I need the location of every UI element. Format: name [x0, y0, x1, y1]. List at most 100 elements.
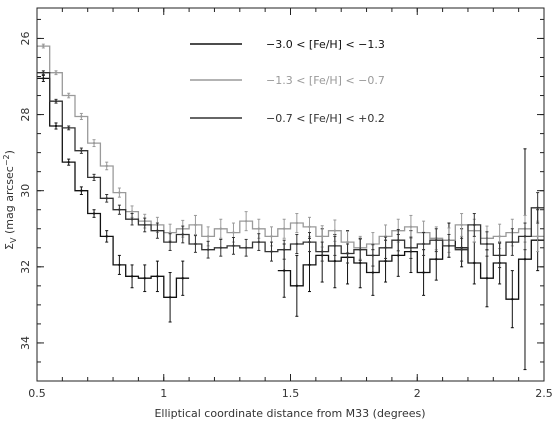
y-axis-label-subscript: V — [9, 237, 18, 243]
data-point — [181, 233, 184, 236]
data-point — [359, 248, 362, 251]
data-point — [67, 94, 70, 97]
data-point — [333, 244, 337, 248]
data-point — [206, 248, 210, 251]
data-point — [156, 275, 159, 278]
x-tick-label: 1 — [160, 387, 167, 400]
data-point — [295, 242, 299, 246]
axis-layer: 0.5 1 1.5 2 2.5 26 28 30 32 34 — [19, 8, 553, 400]
legend-label-3: −0.7 < [Fe/H] < +0.2 — [266, 112, 385, 125]
data-point — [359, 261, 362, 265]
x-tick-label: 2.5 — [535, 387, 553, 400]
data-point — [422, 242, 425, 246]
data-point — [473, 261, 476, 265]
data-point — [409, 225, 413, 229]
data-point — [460, 248, 463, 251]
data-point — [333, 229, 337, 232]
data-point — [54, 71, 58, 74]
data-point — [80, 115, 83, 118]
data-point — [130, 218, 134, 221]
data-point — [460, 223, 463, 227]
y-axis-label-close: ) — [3, 150, 16, 154]
x-tick-label: 1.5 — [282, 387, 300, 400]
data-point — [473, 223, 476, 227]
y-axis-label-text: (mag arcsec — [3, 166, 16, 237]
data-point — [105, 235, 108, 238]
data-point — [105, 164, 108, 168]
data-point — [422, 271, 425, 274]
data-point — [536, 206, 539, 210]
data-point — [54, 100, 58, 103]
data-point — [42, 77, 45, 80]
data-point — [270, 250, 273, 253]
data-point — [118, 191, 121, 194]
data-point — [498, 235, 501, 238]
data-point — [536, 235, 539, 238]
series-layer — [37, 43, 544, 371]
legend-label-1: −3.0 < [Fe/H] < −1.3 — [266, 38, 385, 51]
data-point — [384, 259, 387, 263]
data-point — [523, 235, 527, 238]
data-point — [346, 240, 349, 244]
data-point — [168, 296, 172, 299]
data-point — [244, 246, 248, 249]
data-point — [67, 160, 70, 164]
data-point — [371, 271, 375, 274]
data-point — [295, 221, 299, 225]
data-point — [308, 240, 311, 244]
data-point — [42, 44, 45, 48]
series-3 — [37, 70, 544, 269]
data-point — [80, 149, 83, 152]
data-point — [397, 254, 400, 257]
data-point — [295, 284, 299, 288]
data-point — [92, 176, 96, 179]
y-tick-label: 26 — [19, 31, 32, 45]
data-point — [257, 227, 261, 230]
data-point — [308, 263, 311, 267]
data-point — [523, 258, 527, 261]
data-point — [333, 259, 337, 263]
y-axis-label: ΣV (mag arcsec−2) — [2, 150, 18, 250]
data-point — [346, 252, 349, 255]
data-point — [130, 275, 134, 278]
data-point — [320, 235, 324, 238]
y-tick-label: 34 — [19, 336, 32, 350]
data-point — [194, 223, 197, 227]
data-point — [219, 227, 222, 230]
data-point — [54, 124, 58, 128]
data-point — [511, 240, 514, 244]
x-tick-label: 2 — [414, 387, 421, 400]
series-3-step-line — [37, 72, 544, 257]
data-point — [371, 254, 375, 257]
data-point — [435, 238, 438, 242]
data-point — [168, 231, 172, 234]
data-point — [118, 263, 121, 267]
data-point — [485, 242, 489, 246]
data-point — [485, 277, 489, 280]
data-point — [67, 126, 70, 130]
legend-label-2: −1.3 < [Fe/H] < −0.7 — [266, 74, 385, 87]
data-point — [257, 240, 261, 244]
data-point — [194, 242, 197, 246]
data-point — [92, 141, 96, 145]
data-point — [397, 238, 400, 242]
data-point — [143, 277, 146, 280]
y-axis-label-symbol: Σ — [3, 243, 16, 250]
data-point — [282, 227, 286, 230]
y-tick-label: 32 — [19, 260, 32, 274]
data-point — [181, 277, 184, 280]
x-tick-label: 0.5 — [28, 387, 46, 400]
data-point — [219, 246, 222, 249]
data-point — [168, 240, 172, 244]
data-point — [206, 235, 210, 238]
data-point — [118, 208, 121, 211]
data-point — [282, 269, 286, 272]
y-tick-label: 30 — [19, 184, 32, 198]
legend: −3.0 < [Fe/H] < −1.3 −1.3 < [Fe/H] < −0.7… — [190, 38, 385, 125]
data-point — [282, 248, 286, 251]
data-point — [105, 197, 108, 200]
data-point — [232, 231, 235, 234]
data-point — [130, 210, 134, 213]
y-tick-label: 28 — [19, 108, 32, 122]
